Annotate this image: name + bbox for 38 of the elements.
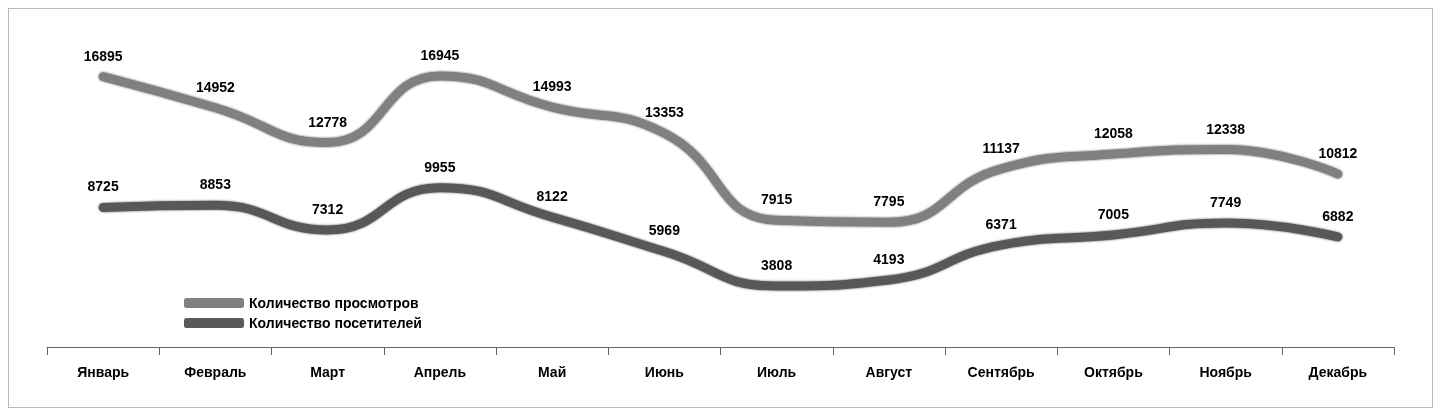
data-label: 4193 xyxy=(873,250,905,267)
data-label: 9955 xyxy=(424,158,456,175)
data-label: 6882 xyxy=(1322,207,1354,224)
x-tick-label: Апрель xyxy=(413,364,467,380)
x-tick-label: Сентябрь xyxy=(967,364,1036,380)
x-tick-label: Январь xyxy=(77,364,130,380)
data-label: 7915 xyxy=(761,191,793,208)
data-label: 8122 xyxy=(536,188,568,205)
data-label: 7795 xyxy=(873,193,905,210)
x-tick-label: Июнь xyxy=(644,364,685,380)
data-label: 7005 xyxy=(1097,205,1130,222)
data-label: 8853 xyxy=(199,176,232,193)
legend-label: Количество посетителей xyxy=(249,315,422,331)
data-label: 5969 xyxy=(648,222,681,239)
data-label: 12338 xyxy=(1206,120,1246,137)
x-tick-label: Май xyxy=(538,364,567,380)
x-tick-label: Октябрь xyxy=(1084,364,1144,380)
data-label: 14993 xyxy=(532,78,572,95)
legend-label: Количество просмотров xyxy=(249,295,419,311)
data-label: 11137 xyxy=(982,139,1021,156)
data-label: 16945 xyxy=(420,46,460,63)
data-label: 16895 xyxy=(83,47,123,64)
data-label: 7749 xyxy=(1210,194,1242,211)
data-label: 3808 xyxy=(761,257,793,274)
data-label: 8725 xyxy=(87,178,119,195)
x-tick-label: Август xyxy=(865,364,913,380)
data-label: 6371 xyxy=(985,216,1017,233)
data-label: 13353 xyxy=(644,104,685,121)
data-label: 12058 xyxy=(1093,125,1134,142)
x-tick-label: Март xyxy=(310,364,346,380)
x-tick-label: Декабрь xyxy=(1308,364,1368,380)
data-label: 14952 xyxy=(195,78,236,95)
data-label: 12778 xyxy=(308,113,348,130)
x-tick-label: Ноябрь xyxy=(1199,364,1253,380)
data-label: 7312 xyxy=(312,201,344,218)
data-label: 10812 xyxy=(1318,145,1358,162)
x-tick-label: Февраль xyxy=(184,364,247,380)
x-tick-label: Июль xyxy=(757,364,797,380)
